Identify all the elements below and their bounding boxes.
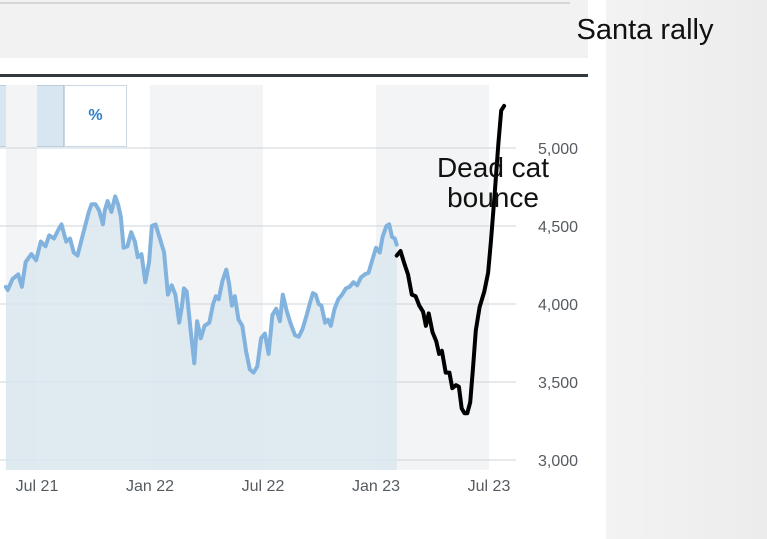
annotation-1-line-1: bounce: [447, 182, 539, 213]
hand-drawn-forecast-line: [394, 103, 507, 416]
y-tick-label-4500: 4,500: [538, 219, 578, 236]
annotation-0: Santa rally: [576, 14, 714, 46]
chart-header-rule: [0, 74, 588, 77]
x-tick-label-1: Jan 22: [126, 478, 174, 495]
x-tick-label-4: Jul 23: [468, 478, 511, 495]
y-tick-label-3000: 3,000: [538, 453, 578, 470]
y-tick-label-4000: 4,000: [538, 297, 578, 314]
annotation-1-line-0: Dead cat: [437, 152, 549, 183]
percent-toggle-button[interactable]: %: [64, 85, 127, 147]
right-side-panel: [606, 0, 767, 539]
y-tick-label-5000: 5,000: [538, 141, 578, 158]
annotation-0-line-0: Santa rally: [576, 14, 714, 46]
y-tick-label-3500: 3,500: [538, 375, 578, 392]
annotation-1: Dead cat bounce: [437, 152, 549, 213]
x-tick-label-2: Jul 22: [242, 478, 285, 495]
top-strip-divider: [0, 2, 570, 4]
top-header-strip: [0, 0, 588, 58]
x-tick-label-0: Jul 21: [16, 478, 59, 495]
price-area-fill: [5, 196, 397, 470]
price-series-line: [3, 194, 399, 375]
x-tick-label-3: Jan 23: [352, 478, 400, 495]
